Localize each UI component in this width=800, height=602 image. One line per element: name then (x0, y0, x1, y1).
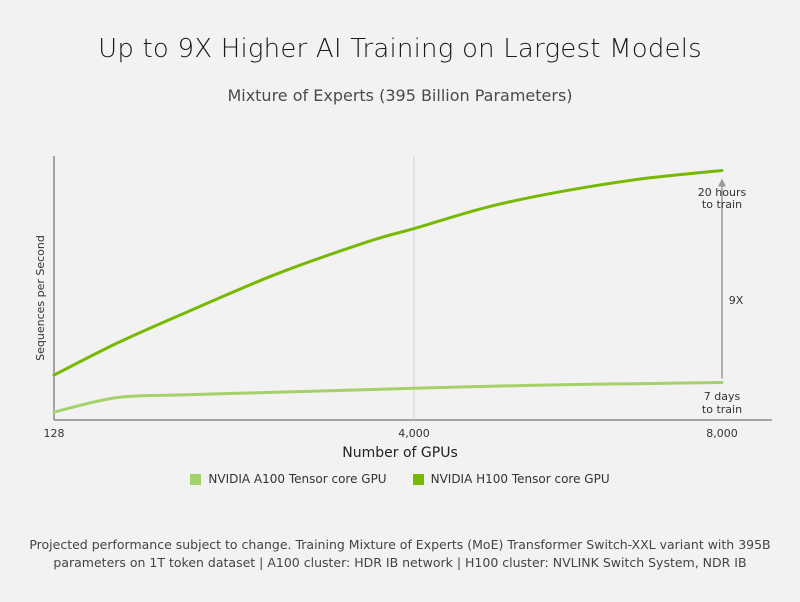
legend: NVIDIA A100 Tensor core GPU NVIDIA H100 … (0, 472, 800, 486)
x-tick-label: 4,000 (398, 427, 430, 440)
ratio-arrowhead (718, 178, 726, 187)
legend-item-a100: NVIDIA A100 Tensor core GPU (190, 472, 387, 486)
x-tick-label: 128 (44, 427, 65, 440)
annotation-top-line2: to train (702, 198, 742, 211)
footnote-line-2: parameters on 1T token dataset | A100 cl… (53, 555, 747, 570)
x-axis-label: Number of GPUs (342, 445, 457, 461)
legend-label-h100: NVIDIA H100 Tensor core GPU (430, 472, 610, 486)
annotation-top-line1: 20 hours (698, 186, 747, 199)
annotation-bottom-line2: to train (702, 403, 742, 416)
chart-subtitle: Mixture of Experts (395 Billion Paramete… (227, 86, 573, 105)
series-line-h100 (52, 169, 724, 377)
annotation-bottom-line1: 7 days (704, 390, 741, 403)
y-axis-label: Sequences per Second (34, 235, 47, 361)
x-tick-label: 8,000 (706, 427, 738, 440)
chart-title: Up to 9X Higher AI Training on Largest M… (98, 34, 702, 64)
footnote: Projected performance subject to change.… (20, 536, 780, 572)
annotation-ratio: 9X (729, 294, 744, 307)
legend-item-h100: NVIDIA H100 Tensor core GPU (412, 472, 610, 486)
legend-swatch-a100 (190, 473, 202, 485)
legend-swatch-h100 (412, 473, 424, 485)
legend-label-a100: NVIDIA A100 Tensor core GPU (208, 472, 387, 486)
line-chart: Sequences per Second 128 4,000 8,000 Num… (34, 156, 772, 461)
series-line-a100 (52, 381, 724, 414)
footnote-line-1: Projected performance subject to change.… (29, 537, 771, 552)
